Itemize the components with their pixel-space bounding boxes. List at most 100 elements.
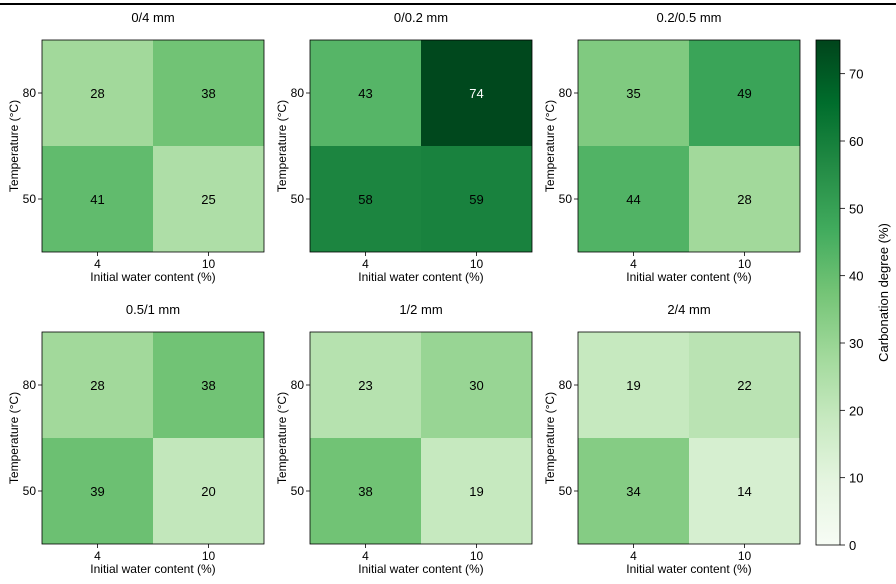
heatmap-cell — [421, 146, 532, 252]
x-tick-label: 4 — [94, 549, 101, 563]
cell-value-label: 44 — [626, 192, 640, 207]
cell-value-label: 39 — [90, 484, 104, 499]
x-axis-label: Initial water content (%) — [358, 270, 483, 284]
x-axis-label: Initial water content (%) — [90, 562, 215, 576]
heatmap-cell — [421, 40, 532, 146]
y-tick-label: 80 — [291, 86, 305, 100]
cell-value-label: 59 — [469, 192, 483, 207]
cell-value-label: 28 — [737, 192, 751, 207]
y-tick-label: 80 — [559, 86, 573, 100]
heatmap-cell — [689, 40, 800, 146]
cell-value-label: 38 — [201, 378, 215, 393]
colorbar-tick-label: 70 — [849, 67, 863, 82]
y-tick-label: 50 — [291, 192, 305, 206]
cell-value-label: 19 — [469, 484, 483, 499]
panel-frame — [41, 39, 265, 253]
x-tick-label: 4 — [362, 257, 369, 271]
heatmap-cell — [689, 146, 800, 252]
colorbar-gradient — [816, 40, 840, 545]
colorbar-tick-label: 60 — [849, 134, 863, 149]
top-border-line — [0, 3, 896, 5]
cell-value-label: 14 — [737, 484, 751, 499]
x-tick-label: 4 — [630, 549, 637, 563]
heatmap-cell — [578, 146, 689, 252]
cell-value-label: 38 — [201, 86, 215, 101]
colorbar-tick-label: 40 — [849, 269, 863, 284]
colorbar-tick-label: 30 — [849, 336, 863, 351]
panel-title: 0/0.2 mm — [394, 10, 448, 25]
cell-value-label: 19 — [626, 378, 640, 393]
y-tick-label: 50 — [559, 484, 573, 498]
panel-frame — [577, 331, 801, 545]
cell-value-label: 23 — [358, 378, 372, 393]
x-tick-label: 10 — [470, 549, 484, 563]
x-tick-label: 10 — [202, 257, 216, 271]
x-axis-label: Initial water content (%) — [626, 562, 751, 576]
colorbar-tick-label: 50 — [849, 201, 863, 216]
x-tick-label: 10 — [738, 549, 752, 563]
panel-frame — [41, 331, 265, 545]
heatmap-cell — [421, 332, 532, 438]
x-tick-label: 4 — [94, 257, 101, 271]
y-tick-label: 50 — [559, 192, 573, 206]
y-tick-label: 80 — [23, 378, 37, 392]
x-tick-label: 10 — [738, 257, 752, 271]
heatmap-cell — [42, 40, 153, 146]
panel-frame — [309, 39, 533, 253]
cell-value-label: 28 — [90, 86, 104, 101]
y-axis-label: Temperature (°C) — [275, 392, 289, 484]
y-tick-label: 50 — [23, 484, 37, 498]
cell-value-label: 25 — [201, 192, 215, 207]
heatmap-cell — [689, 332, 800, 438]
x-tick-label: 10 — [470, 257, 484, 271]
x-axis-label: Initial water content (%) — [90, 270, 215, 284]
cell-value-label: 28 — [90, 378, 104, 393]
cell-value-label: 58 — [358, 192, 372, 207]
y-axis-label: Temperature (°C) — [543, 100, 557, 192]
panel-title: 2/4 mm — [667, 302, 710, 317]
panel-title: 1/2 mm — [399, 302, 442, 317]
colorbar-tick-label: 20 — [849, 403, 863, 418]
cell-value-label: 41 — [90, 192, 104, 207]
y-tick-label: 50 — [291, 484, 305, 498]
x-tick-label: 4 — [630, 257, 637, 271]
y-tick-label: 80 — [23, 86, 37, 100]
heatmap-cell — [153, 332, 264, 438]
cell-value-label: 34 — [626, 484, 640, 499]
colorbar-tick-label: 10 — [849, 471, 863, 486]
y-axis-label: Temperature (°C) — [543, 392, 557, 484]
panel-frame — [309, 331, 533, 545]
heatmap-cell — [578, 438, 689, 544]
panel-title: 0/4 mm — [131, 10, 174, 25]
cell-value-label: 22 — [737, 378, 751, 393]
heatmap-cell — [153, 40, 264, 146]
x-tick-label: 4 — [362, 549, 369, 563]
x-axis-label: Initial water content (%) — [626, 270, 751, 284]
heatmap-cell — [42, 146, 153, 252]
heatmap-cell — [421, 438, 532, 544]
heatmap-cell — [578, 40, 689, 146]
cell-value-label: 35 — [626, 86, 640, 101]
panel-title: 0.2/0.5 mm — [656, 10, 721, 25]
heatmap-cell — [689, 438, 800, 544]
cell-value-label: 74 — [469, 86, 483, 101]
heatmap-cell — [310, 40, 421, 146]
heatmap-cell — [42, 332, 153, 438]
cell-value-label: 30 — [469, 378, 483, 393]
x-tick-label: 10 — [202, 549, 216, 563]
heatmap-cell — [153, 146, 264, 252]
heatmap-cell — [42, 438, 153, 544]
heatmap-cell — [310, 332, 421, 438]
colorbar-tick-label: 0 — [849, 538, 856, 553]
cell-value-label: 43 — [358, 86, 372, 101]
y-axis-label: Temperature (°C) — [7, 100, 21, 192]
colorbar-frame — [815, 39, 841, 546]
x-axis-label: Initial water content (%) — [358, 562, 483, 576]
cell-value-label: 38 — [358, 484, 372, 499]
heatmap-cell — [578, 332, 689, 438]
heatmap-cell — [153, 438, 264, 544]
cell-value-label: 49 — [737, 86, 751, 101]
y-tick-label: 50 — [23, 192, 37, 206]
colorbar-label: Carbonation degree (%) — [876, 223, 891, 362]
